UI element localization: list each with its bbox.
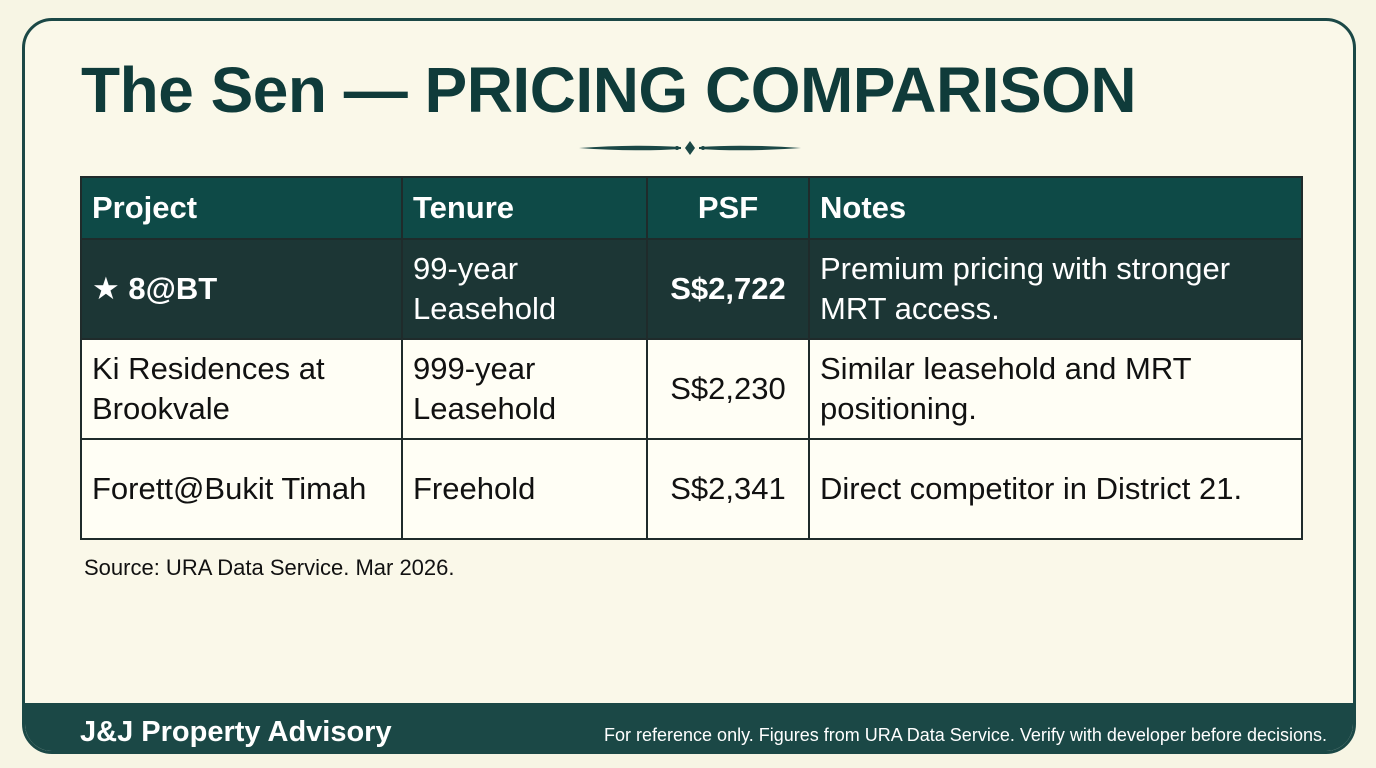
footer: J&J Property Advisory For reference only… [25, 703, 1353, 751]
psf-cell: S$2,722 [646, 238, 810, 340]
notes-cell: Direct competitor in District 21. [808, 438, 1303, 540]
column-header: PSF [646, 176, 810, 240]
header-row: Project Tenure PSF Notes [80, 176, 1303, 240]
card: The Sen — PRICING COMPARISON Project Ten… [22, 18, 1356, 754]
source-note: Source: URA Data Service. Mar 2026. [84, 555, 455, 580]
title: The Sen — PRICING COMPARISON [81, 54, 1137, 126]
column-header: Notes [808, 176, 1303, 240]
notes-cell: Premium pricing with stronger MRT access… [808, 238, 1303, 340]
tenure-cell: 99-year Leasehold [401, 238, 648, 340]
project-cell: Forett@Bukit Timah [80, 438, 403, 540]
project-cell: ★ 8@BT [80, 238, 403, 340]
column-header: Project [80, 176, 403, 240]
table-row: Ki Residences at Brookvale 999-year Leas… [80, 338, 1303, 440]
brand: J&J Property Advisory [80, 716, 392, 748]
project-cell: Ki Residences at Brookvale [80, 338, 403, 440]
psf-cell: S$2,230 [646, 338, 810, 440]
divider-ornament [579, 141, 801, 155]
table-row: Forett@Bukit Timah Freehold S$2,341 Dire… [80, 438, 1303, 540]
notes-cell: Similar leasehold and MRT positioning. [808, 338, 1303, 440]
tenure-cell: Freehold [401, 438, 648, 540]
pricing-table: Project Tenure PSF Notes ★ 8@BT 99-year … [80, 176, 1303, 540]
psf-cell: S$2,341 [646, 438, 810, 540]
disclaimer: For reference only. Figures from URA Dat… [604, 725, 1327, 745]
column-header: Tenure [401, 176, 648, 240]
highlight-row: ★ 8@BT 99-year Leasehold S$2,722 Premium… [80, 238, 1303, 340]
tenure-cell: 999-year Leasehold [401, 338, 648, 440]
